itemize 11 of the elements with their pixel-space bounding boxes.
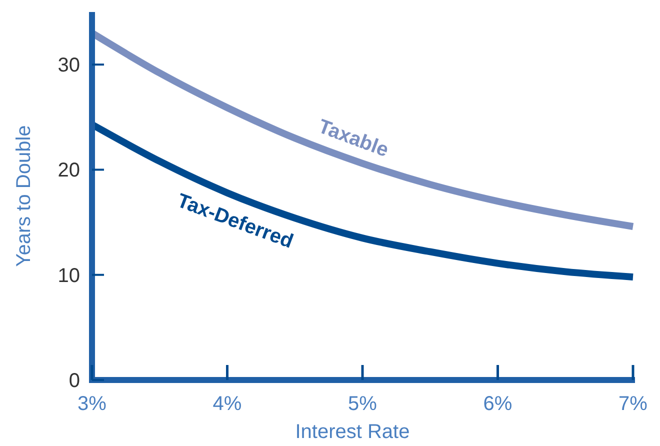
x-tick-label: 3% xyxy=(78,393,107,415)
x-tick-label: 5% xyxy=(348,393,378,415)
x-tick-label: 7% xyxy=(618,393,648,415)
y-tick-label: 30 xyxy=(58,54,80,77)
y-tick-label: 0 xyxy=(68,370,80,392)
x-tick-label: 4% xyxy=(212,393,242,415)
y-tick-label: 10 xyxy=(58,264,80,287)
y-tick-label: 20 xyxy=(58,160,80,182)
x-axis-title: Interest Rate xyxy=(295,421,410,443)
y-axis-title: Years to Double xyxy=(13,125,35,267)
x-tick-label: 6% xyxy=(483,393,512,415)
